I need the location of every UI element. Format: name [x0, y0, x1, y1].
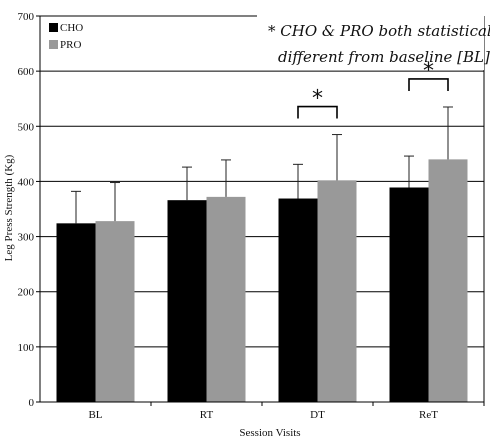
significance-bracket [297, 105, 338, 119]
error-bars [71, 106, 453, 224]
legend-label-cho: CHO [60, 22, 83, 34]
y-tick-label: 100 [18, 342, 35, 354]
significance-brackets: ** [297, 59, 449, 119]
annotation-background [257, 14, 484, 70]
y-tick-label: 0 [29, 397, 35, 409]
y-tick-label: 700 [18, 11, 35, 23]
legend-swatch-pro [49, 40, 58, 49]
bar-cho-dt [278, 198, 318, 402]
bar-cho-ret [389, 187, 429, 402]
significance-star: * [312, 87, 323, 112]
y-tick-label: 500 [18, 121, 35, 133]
legend-swatch-cho [49, 23, 58, 32]
x-tick-label: RT [200, 409, 214, 421]
tick-labels: 0 100 200 300 400 500 600 700 BL RT DT ReT [18, 11, 439, 421]
annotation-line-2: different from baseline [BL] [278, 48, 490, 66]
y-axis-title: Leg Press Strength (Kg) [3, 154, 15, 261]
y-tick-label: 200 [18, 287, 35, 299]
annotation-line-1: * CHO & PRO both statistically [268, 22, 490, 40]
x-axis-title: Session Visits [239, 427, 300, 439]
bar-pro-ret [428, 159, 468, 402]
y-tick-label: 300 [18, 232, 35, 244]
annotation-box: * CHO & PRO both statistically different… [257, 14, 490, 70]
axes [36, 15, 485, 406]
y-tick-label: 600 [18, 66, 35, 78]
bar-cho-rt [167, 200, 207, 402]
legend-label-pro: PRO [60, 39, 81, 51]
y-tick-label: 400 [18, 176, 35, 188]
bar-pro-rt [206, 196, 246, 402]
x-tick-label: DT [310, 409, 325, 421]
legend: CHO PRO [49, 22, 83, 51]
bar-pro-bl [95, 221, 135, 402]
x-tick-label: BL [88, 409, 102, 421]
significance-bracket [408, 78, 449, 91]
significance-star: * [423, 59, 434, 84]
x-tick-label: ReT [419, 409, 438, 421]
bar-pro-dt [317, 180, 357, 402]
bar-cho-bl [56, 223, 96, 402]
bars [56, 159, 468, 402]
